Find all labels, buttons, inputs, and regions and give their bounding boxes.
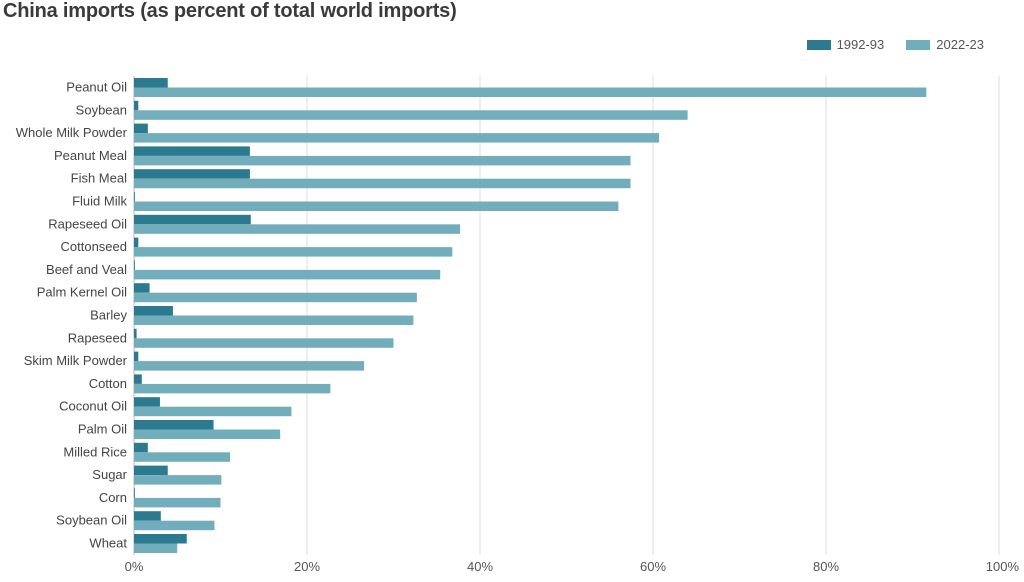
category-label: Soybean — [76, 102, 127, 117]
bar-2022-23-soybean — [134, 110, 688, 120]
bar-2022-23-wheat — [134, 543, 178, 553]
bar-1992-93-rapeseed-oil — [134, 214, 251, 225]
bar-1992-93-rapeseed — [134, 328, 137, 339]
category-label: Peanut Oil — [66, 80, 127, 95]
bar-1992-93-coconut-oil — [134, 397, 160, 407]
bar-1992-93-corn — [134, 488, 135, 498]
bar-2022-23-whole-milk-powder — [134, 133, 660, 143]
legend-label-2022-23: 2022-23 — [936, 37, 984, 52]
legend-label-1992-93: 1992-93 — [836, 37, 885, 52]
bar-2022-23-beef-and-veal — [134, 269, 441, 280]
category-label: Whole Milk Powder — [16, 125, 128, 140]
category-label: Sugar — [92, 467, 127, 482]
x-tick-label: 40% — [467, 559, 493, 574]
bar-2022-23-peanut-meal — [134, 155, 631, 166]
x-tick-label: 20% — [294, 559, 320, 574]
x-tick-label: 100% — [986, 559, 1020, 574]
bar-1992-93-soybean — [134, 100, 139, 111]
legend-item-1992-93: 1992-93 — [806, 37, 885, 52]
category-label: Coconut Oil — [59, 399, 127, 414]
bar-2022-23-sugar — [134, 475, 222, 485]
category-label: Peanut Meal — [54, 148, 127, 163]
category-label: Wheat — [89, 536, 127, 551]
bar-2022-23-soybean-oil — [134, 520, 215, 531]
category-label: Palm Kernel Oil — [37, 285, 127, 300]
bar-2022-23-fluid-milk — [134, 201, 619, 211]
bar-1992-93-cotton — [134, 374, 142, 384]
category-label: Rapeseed — [68, 330, 127, 345]
bar-1992-93-whole-milk-powder — [134, 123, 148, 134]
category-label: Skim Milk Powder — [24, 353, 128, 368]
category-label: Barley — [90, 308, 127, 323]
bar-1992-93-cottonseed — [134, 237, 139, 248]
bar-1992-93-sugar — [134, 465, 168, 476]
legend-swatch-2022-23 — [906, 39, 931, 50]
bar-2022-23-fish-meal — [134, 178, 631, 189]
legend-swatch-1992-93 — [806, 39, 831, 50]
bar-2022-23-coconut-oil — [134, 406, 292, 417]
bar-2022-23-skim-milk-powder — [134, 361, 365, 371]
category-label: Soybean Oil — [56, 513, 127, 528]
x-tick-label: 80% — [813, 559, 839, 574]
legend-item-2022-23: 2022-23 — [906, 37, 984, 52]
x-tick-label: 60% — [640, 559, 666, 574]
bar-2022-23-barley — [134, 315, 414, 325]
category-label: Rapeseed Oil — [48, 216, 127, 231]
bar-1992-93-fish-meal — [134, 169, 250, 179]
category-label: Palm Oil — [78, 422, 127, 437]
bar-2022-23-cottonseed — [134, 247, 453, 257]
bar-1992-93-fluid-milk — [134, 192, 135, 202]
legend: 1992-93 2022-23 — [806, 37, 984, 52]
x-tick-label: 0% — [125, 559, 144, 574]
category-label: Fish Meal — [71, 171, 127, 186]
category-label: Milled Rice — [63, 444, 127, 459]
bar-2022-23-cotton — [134, 383, 331, 394]
chart-title: China imports (as percent of total world… — [3, 0, 457, 22]
bar-1992-93-wheat — [134, 534, 187, 544]
bar-1992-93-milled-rice — [134, 442, 148, 453]
category-label: Cotton — [89, 376, 127, 391]
bar-2022-23-peanut-oil — [134, 87, 927, 97]
bar-1992-93-barley — [134, 306, 173, 316]
category-label: Corn — [99, 490, 127, 505]
bar-1992-93-peanut-meal — [134, 146, 250, 156]
category-label: Fluid Milk — [72, 194, 127, 209]
bar-1992-93-palm-oil — [134, 420, 214, 430]
bar-2022-23-milled-rice — [134, 452, 231, 462]
bar-2022-23-palm-kernel-oil — [134, 292, 417, 303]
bar-2022-23-rapeseed-oil — [134, 224, 461, 234]
bar-1992-93-soybean-oil — [134, 511, 161, 521]
bar-1992-93-peanut-oil — [134, 78, 168, 88]
category-label: Cottonseed — [61, 239, 128, 254]
bar-1992-93-beef-and-veal — [134, 260, 135, 270]
bar-1992-93-skim-milk-powder — [134, 351, 139, 362]
bar-2022-23-rapeseed — [134, 338, 394, 348]
bar-2022-23-corn — [134, 497, 221, 508]
bar-1992-93-palm-kernel-oil — [134, 283, 150, 293]
category-label: Beef and Veal — [46, 262, 127, 277]
bar-2022-23-palm-oil — [134, 429, 281, 439]
